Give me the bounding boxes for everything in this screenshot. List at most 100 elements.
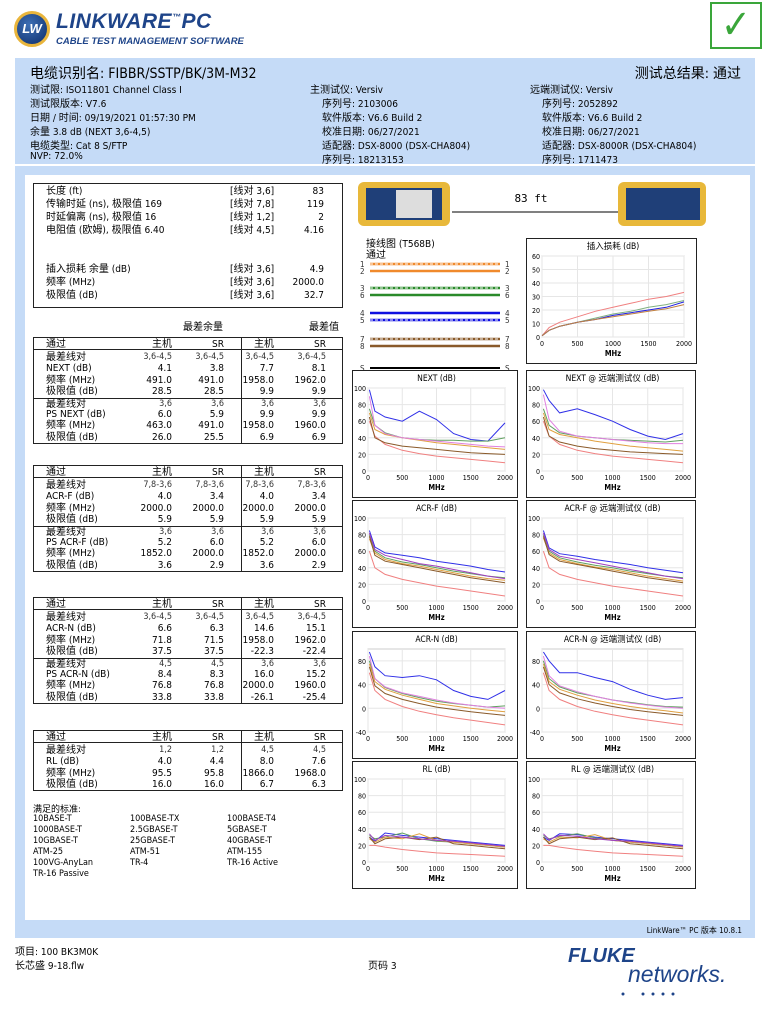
cell-value: 4.4 xyxy=(209,756,224,768)
cell-value: 1,2 xyxy=(211,745,224,755)
table-row: 极限值 (dB) 5.9 5.9 5.9 5.9 xyxy=(34,514,342,525)
y-tick-label: 40 xyxy=(532,682,540,690)
header-remote-line: 适配器: DSX-8000R (DSX-CHA804) xyxy=(542,141,697,152)
cell-value: 3,6 xyxy=(261,526,274,537)
pin-label: 1 xyxy=(360,260,365,269)
standard-item: TR-4 xyxy=(130,858,149,868)
brand-bottom: networks. xyxy=(628,961,726,987)
divider xyxy=(241,731,242,790)
cell-value: 491.0 xyxy=(198,374,224,386)
row-label: 频率 (MHz) xyxy=(46,548,96,560)
y-tick-label: 80 xyxy=(358,402,366,410)
pin-label: 2 xyxy=(505,267,510,276)
chart-1: NEXT (dB) 0 500 1000 1500 2000 0 20 40 60 80 100 MHz xyxy=(352,370,518,498)
x-tick-label: 1000 xyxy=(428,474,444,482)
row-label: 极限值 (dB) xyxy=(46,691,98,703)
chart-title: ACR-F @ 远端测试仪 (dB) xyxy=(564,503,660,514)
pin-label: 4 xyxy=(360,309,365,318)
cell-value: 主机 xyxy=(152,339,172,350)
chart-6: ACR-N @ 远端测试仪 (dB) 0 500 1000 1500 2000 -40 0 40… xyxy=(526,631,696,759)
x-tick-label: 2000 xyxy=(675,735,691,743)
limit-line xyxy=(368,551,506,597)
header-left-line: 电缆类型: Cat 8 S/FTP xyxy=(30,141,128,152)
wiremap-title: 接线图 (T568B) xyxy=(366,239,435,250)
device-diagram: 83 ft xyxy=(358,182,706,226)
series-line-3 xyxy=(369,833,506,848)
cell-value: 2.9 xyxy=(209,559,224,571)
row-label: PS ACR-N (dB) xyxy=(46,669,110,680)
row-label: PS ACR-F (dB) xyxy=(46,537,109,548)
pin-label: 7 xyxy=(505,335,510,344)
x-tick-label: 1500 xyxy=(463,865,479,873)
header-left-line: 日期 / 时间: 09/19/2021 01:57:30 PM xyxy=(30,113,196,124)
summary-pair: [线对 4,5] xyxy=(230,225,275,236)
x-tick-label: 1500 xyxy=(463,474,479,482)
cell-value: 3,6-4,5 xyxy=(143,352,172,362)
series-line-5 xyxy=(368,532,506,580)
y-tick-label: 60 xyxy=(358,418,366,426)
x-tick-label: 500 xyxy=(396,735,408,743)
y-tick-label: 0 xyxy=(536,598,540,606)
cell-value: 3,6 xyxy=(313,526,326,537)
cell-value: 1852.0 xyxy=(242,548,274,560)
results-table: 通过 主机 SR 主机 SR 最差线对 1,2 1,2 4,5 4,5 RL (dB) 4.0 4.4 8… xyxy=(33,730,343,791)
cell-value: -26.1 xyxy=(250,691,274,703)
y-tick-label: 20 xyxy=(532,451,540,459)
pin-label: 1 xyxy=(505,260,510,269)
y-tick-label: 80 xyxy=(358,532,366,540)
chart-5: ACR-N (dB) 0 500 1000 1500 2000 -40 0 40 80 MHz xyxy=(352,631,518,759)
summary-value: 4.16 xyxy=(303,225,324,236)
row-label: 极限值 (dB) xyxy=(46,646,98,658)
series-line-3 xyxy=(541,304,685,337)
x-tick-label: 1000 xyxy=(604,865,620,873)
row-label: 频率 (MHz) xyxy=(46,420,96,432)
summary-value: 83 xyxy=(312,186,324,197)
x-axis-label: MHz xyxy=(604,483,620,492)
header-left-line: NVP: 72.0% xyxy=(30,151,83,162)
cell-value: 3,6 xyxy=(159,398,172,409)
summary-row: 插入损耗 余量 (dB) [线对 3,6] 4.9 xyxy=(34,264,342,275)
y-tick-label: 0 xyxy=(536,468,540,476)
header-left-line: 测试限: ISO11801 Channel Class I xyxy=(30,85,182,96)
y-tick-label: -40 xyxy=(530,729,540,737)
logo-tm: ™ xyxy=(172,12,182,22)
pin-label: 6 xyxy=(360,291,365,300)
limit-line xyxy=(368,672,506,726)
row-label: 最差线对 xyxy=(46,526,86,538)
cell-value: 3,6 xyxy=(313,398,326,409)
cell-value: 76.8 xyxy=(151,680,172,692)
summary-row: 电阻值 (欧姆), 极限值 6.40 [线对 4,5] 4.16 xyxy=(34,225,342,236)
row-label: RL (dB) xyxy=(46,756,80,768)
y-tick-label: 40 xyxy=(532,565,540,573)
cell-value: 主机 xyxy=(152,599,172,610)
series-line-1 xyxy=(542,389,684,441)
y-tick-label: 0 xyxy=(362,598,366,606)
linkware-logo: LW LINKWARE™PC CABLE TEST MANAGEMENT SOF… xyxy=(14,8,254,52)
version-label: LinkWare™ PC 版本 10.8.1 xyxy=(646,926,742,935)
cell-value: 5.2 xyxy=(157,537,172,548)
summary-box: 长度 (ft) [线对 3,6] 83 传输时延 (ns), 极限值 169 [线对 7… xyxy=(33,183,343,308)
summary-value: 2 xyxy=(318,212,324,223)
results-table: 通过 主机 SR 主机 SR 最差线对 7,8-3,6 7,8-3,6 7,8-3,6 7,8-3… xyxy=(33,465,343,572)
y-tick-label: 80 xyxy=(532,793,540,801)
x-tick-label: 500 xyxy=(571,735,583,743)
table-row: 频率 (MHz) 463.0 491.0 1958.0 1960.0 xyxy=(34,420,342,431)
standard-item: 25GBASE-T xyxy=(130,836,175,846)
cell-value: 3,6-4,5 xyxy=(245,352,274,362)
x-tick-label: 2000 xyxy=(497,865,513,873)
summary-label: 极限值 (dB) xyxy=(46,290,98,301)
table-row: 极限值 (dB) 37.5 37.5 -22.3 -22.4 xyxy=(34,646,342,657)
series-line-3 xyxy=(368,412,506,450)
x-tick-label: 1500 xyxy=(640,604,656,612)
cell-value: 5.9 xyxy=(209,514,224,526)
x-axis-label: MHz xyxy=(428,744,444,753)
y-tick-label: 60 xyxy=(532,253,540,261)
y-tick-label: 100 xyxy=(354,385,366,393)
pass-check-icon: ✓ xyxy=(710,2,762,49)
row-label: 通过 xyxy=(46,599,66,610)
x-axis-label: MHz xyxy=(604,744,620,753)
